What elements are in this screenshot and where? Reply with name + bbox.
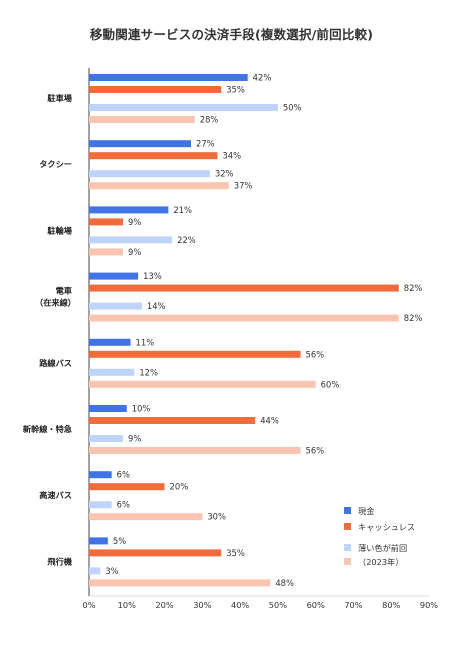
data-label: 6% [117, 500, 130, 510]
category-label: 電車（在来線） [35, 286, 76, 308]
category-label: 路線バス [39, 358, 72, 368]
x-tick-label: 60% [307, 600, 325, 610]
data-label: 9% [128, 247, 141, 257]
data-label: 44% [260, 416, 279, 426]
bar [89, 314, 399, 322]
x-tick-label: 50% [269, 600, 287, 610]
bar [89, 116, 195, 123]
legend-swatch [344, 558, 351, 565]
bar [89, 86, 222, 93]
bar [89, 302, 142, 310]
data-label: 82% [404, 313, 423, 323]
data-label: 28% [200, 115, 219, 125]
data-label: 27% [196, 139, 215, 149]
data-label: 56% [306, 349, 325, 359]
bar [89, 537, 108, 545]
bar [89, 447, 301, 454]
x-tick-label: 40% [231, 600, 249, 610]
bar [89, 338, 131, 346]
bar [89, 272, 139, 280]
data-label: 20% [170, 482, 189, 492]
bar [89, 170, 210, 178]
bar [89, 417, 256, 424]
category-label: 飛行機 [46, 556, 72, 566]
x-tick-label: 70% [344, 600, 362, 610]
data-label: 9% [128, 217, 141, 227]
data-label: 35% [226, 85, 245, 95]
bar [89, 284, 399, 292]
data-label: 12% [139, 367, 158, 377]
x-tick-label: 20% [155, 600, 173, 610]
bar [89, 104, 278, 111]
bar [89, 483, 165, 491]
bar [89, 152, 218, 160]
bar [89, 248, 123, 256]
x-tick-label: 80% [382, 600, 400, 610]
bar [89, 350, 301, 358]
bar [89, 471, 112, 479]
legend-swatch [344, 544, 351, 551]
data-label: 11% [136, 337, 155, 347]
data-label: 10% [132, 404, 151, 414]
bar [89, 380, 316, 388]
bar [89, 368, 135, 376]
data-label: 13% [143, 271, 162, 281]
bar [89, 567, 101, 575]
category-label: 高速バス [39, 490, 72, 500]
data-label: 50% [283, 103, 302, 113]
category-label: 駐車場 [47, 93, 72, 103]
data-label: 5% [113, 536, 126, 546]
bar [89, 206, 169, 214]
data-label: 37% [234, 181, 253, 191]
data-label: 6% [117, 470, 130, 480]
data-label: 9% [128, 434, 141, 444]
category-label: タクシー [39, 159, 72, 169]
bar [89, 435, 123, 442]
x-tick-label: 30% [193, 600, 211, 610]
bar [89, 182, 229, 190]
legend-label: 薄い色が前回 [358, 543, 407, 553]
category-label: 駐輪場 [47, 225, 72, 235]
legend-label: 現金 [358, 506, 374, 516]
bar [89, 501, 112, 509]
data-label: 3% [105, 566, 118, 576]
data-label: 82% [404, 283, 423, 293]
data-label: 22% [177, 235, 196, 245]
bar [89, 236, 173, 244]
legend-label: キャッシュレス [358, 522, 415, 532]
bar [89, 513, 203, 521]
data-label: 60% [321, 379, 340, 389]
bar [89, 549, 222, 557]
legend-swatch [344, 507, 351, 514]
chart-title: 移動関連サービスの決済手段(複数選択/前回比較) [89, 27, 374, 42]
data-label: 32% [215, 169, 234, 179]
x-tick-label: 10% [118, 600, 136, 610]
bar [89, 74, 248, 81]
data-label: 30% [207, 512, 226, 522]
bar [89, 140, 191, 148]
data-label: 42% [253, 73, 272, 83]
data-label: 56% [306, 446, 325, 456]
bar [89, 405, 127, 412]
x-tick-label: 0% [83, 600, 96, 610]
category-label: 新幹線・特急 [23, 424, 72, 434]
data-label: 34% [222, 151, 241, 161]
data-label: 14% [147, 301, 166, 311]
data-label: 21% [173, 205, 192, 215]
bar [89, 218, 123, 226]
bar [89, 579, 271, 587]
legend-swatch [344, 523, 351, 530]
x-tick-label: 90% [420, 600, 438, 610]
data-label: 35% [226, 548, 245, 558]
legend-label: （2023年） [358, 557, 403, 567]
data-label: 48% [275, 578, 294, 588]
